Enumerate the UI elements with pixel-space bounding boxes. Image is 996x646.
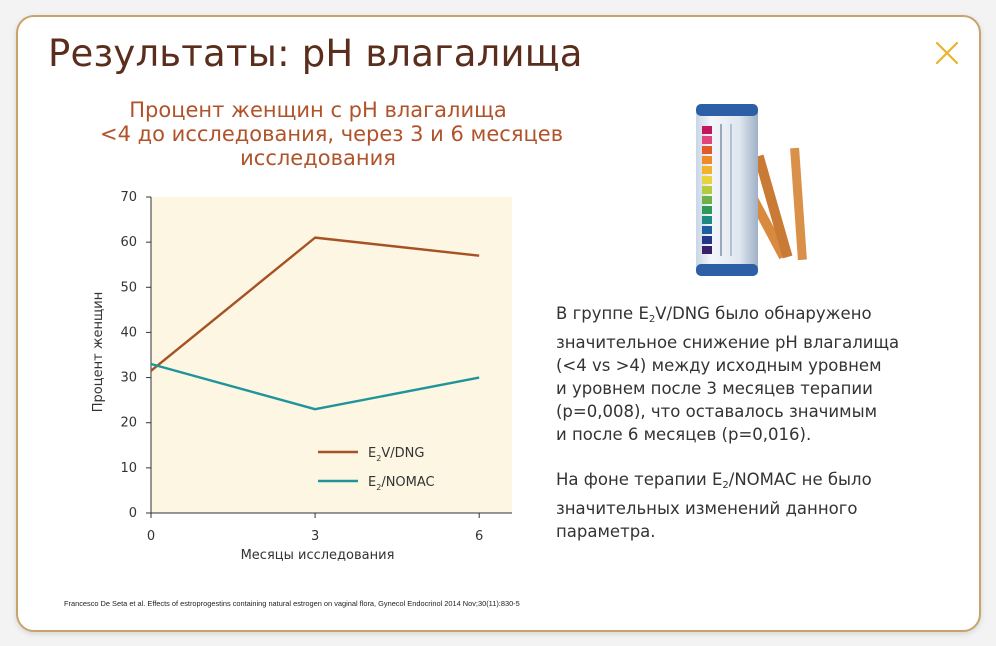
subscript: 2 [722,480,729,491]
y-tick-label: 60 [120,235,137,250]
text-fragment: В группе E [556,304,649,323]
x-tick-label: 0 [147,529,155,544]
series-line [150,362,480,411]
ph-test-strips-icon [696,104,807,276]
x-axis-label: Месяцы исследования [241,548,395,563]
text-line: В группе E2V/DNG было обнаружено [556,302,936,331]
text-line: На фоне терапии E2/NOMAC не было [556,468,936,497]
y-tick-label: 10 [120,461,137,476]
y-axis-label: Процент женщин [91,292,106,412]
text-line: параметра. [556,522,656,541]
text-fragment: V/DNG было обнаружено [655,304,872,323]
legend-label: E2/NOMAC [368,475,435,492]
text-line: значительных изменений данного [556,499,858,518]
chart-title-line: <4 до исследования, через 3 и 6 месяцев [100,122,564,146]
y-tick-label: 0 [129,506,137,521]
text-line: (p=0,008), что оставалось значимым [556,402,878,421]
text-line: и уровнем после 3 месяцев терапии [556,379,873,398]
x-tick-label: 6 [475,529,483,544]
legend-label: E2V/DNG [368,446,424,463]
chart-title: Процент женщин с pH влагалища <4 до иссл… [100,98,564,170]
y-tick-label: 40 [120,325,137,340]
subscript: 2 [648,314,656,325]
y-tick-label: 30 [120,371,137,386]
paragraph-e2v-dng: В группе E2V/DNG было обнаружено значите… [556,302,936,446]
close-icon[interactable] [934,40,960,66]
series-line [150,236,480,372]
paragraph-e2-nomac: На фоне терапии E2/NOMAC не было значите… [556,468,936,543]
text-fragment: /NOMAC не было [728,470,872,489]
page-title: Результаты: pH влагалища [48,32,583,75]
chart-title-line: Процент женщин с pH влагалища [129,98,507,122]
y-tick-label: 70 [120,190,137,205]
text-line: и после 6 месяцев (p=0,016). [556,425,812,444]
text-line: (<4 vs >4) между исходным уровнем [556,356,882,375]
results-text: В группе E2V/DNG было обнаружено значите… [556,302,936,565]
chart-title-line: исследования [240,146,396,170]
text-line: значительное снижение pH влагалища [556,333,900,352]
y-tick-label: 20 [120,416,137,431]
citation: Francesco De Seta et al. Effects of estr… [64,599,520,608]
y-tick-label: 50 [120,280,137,295]
x-tick-label: 3 [311,529,319,544]
plot-area [151,197,512,513]
text-fragment: На фоне терапии E [556,470,723,489]
